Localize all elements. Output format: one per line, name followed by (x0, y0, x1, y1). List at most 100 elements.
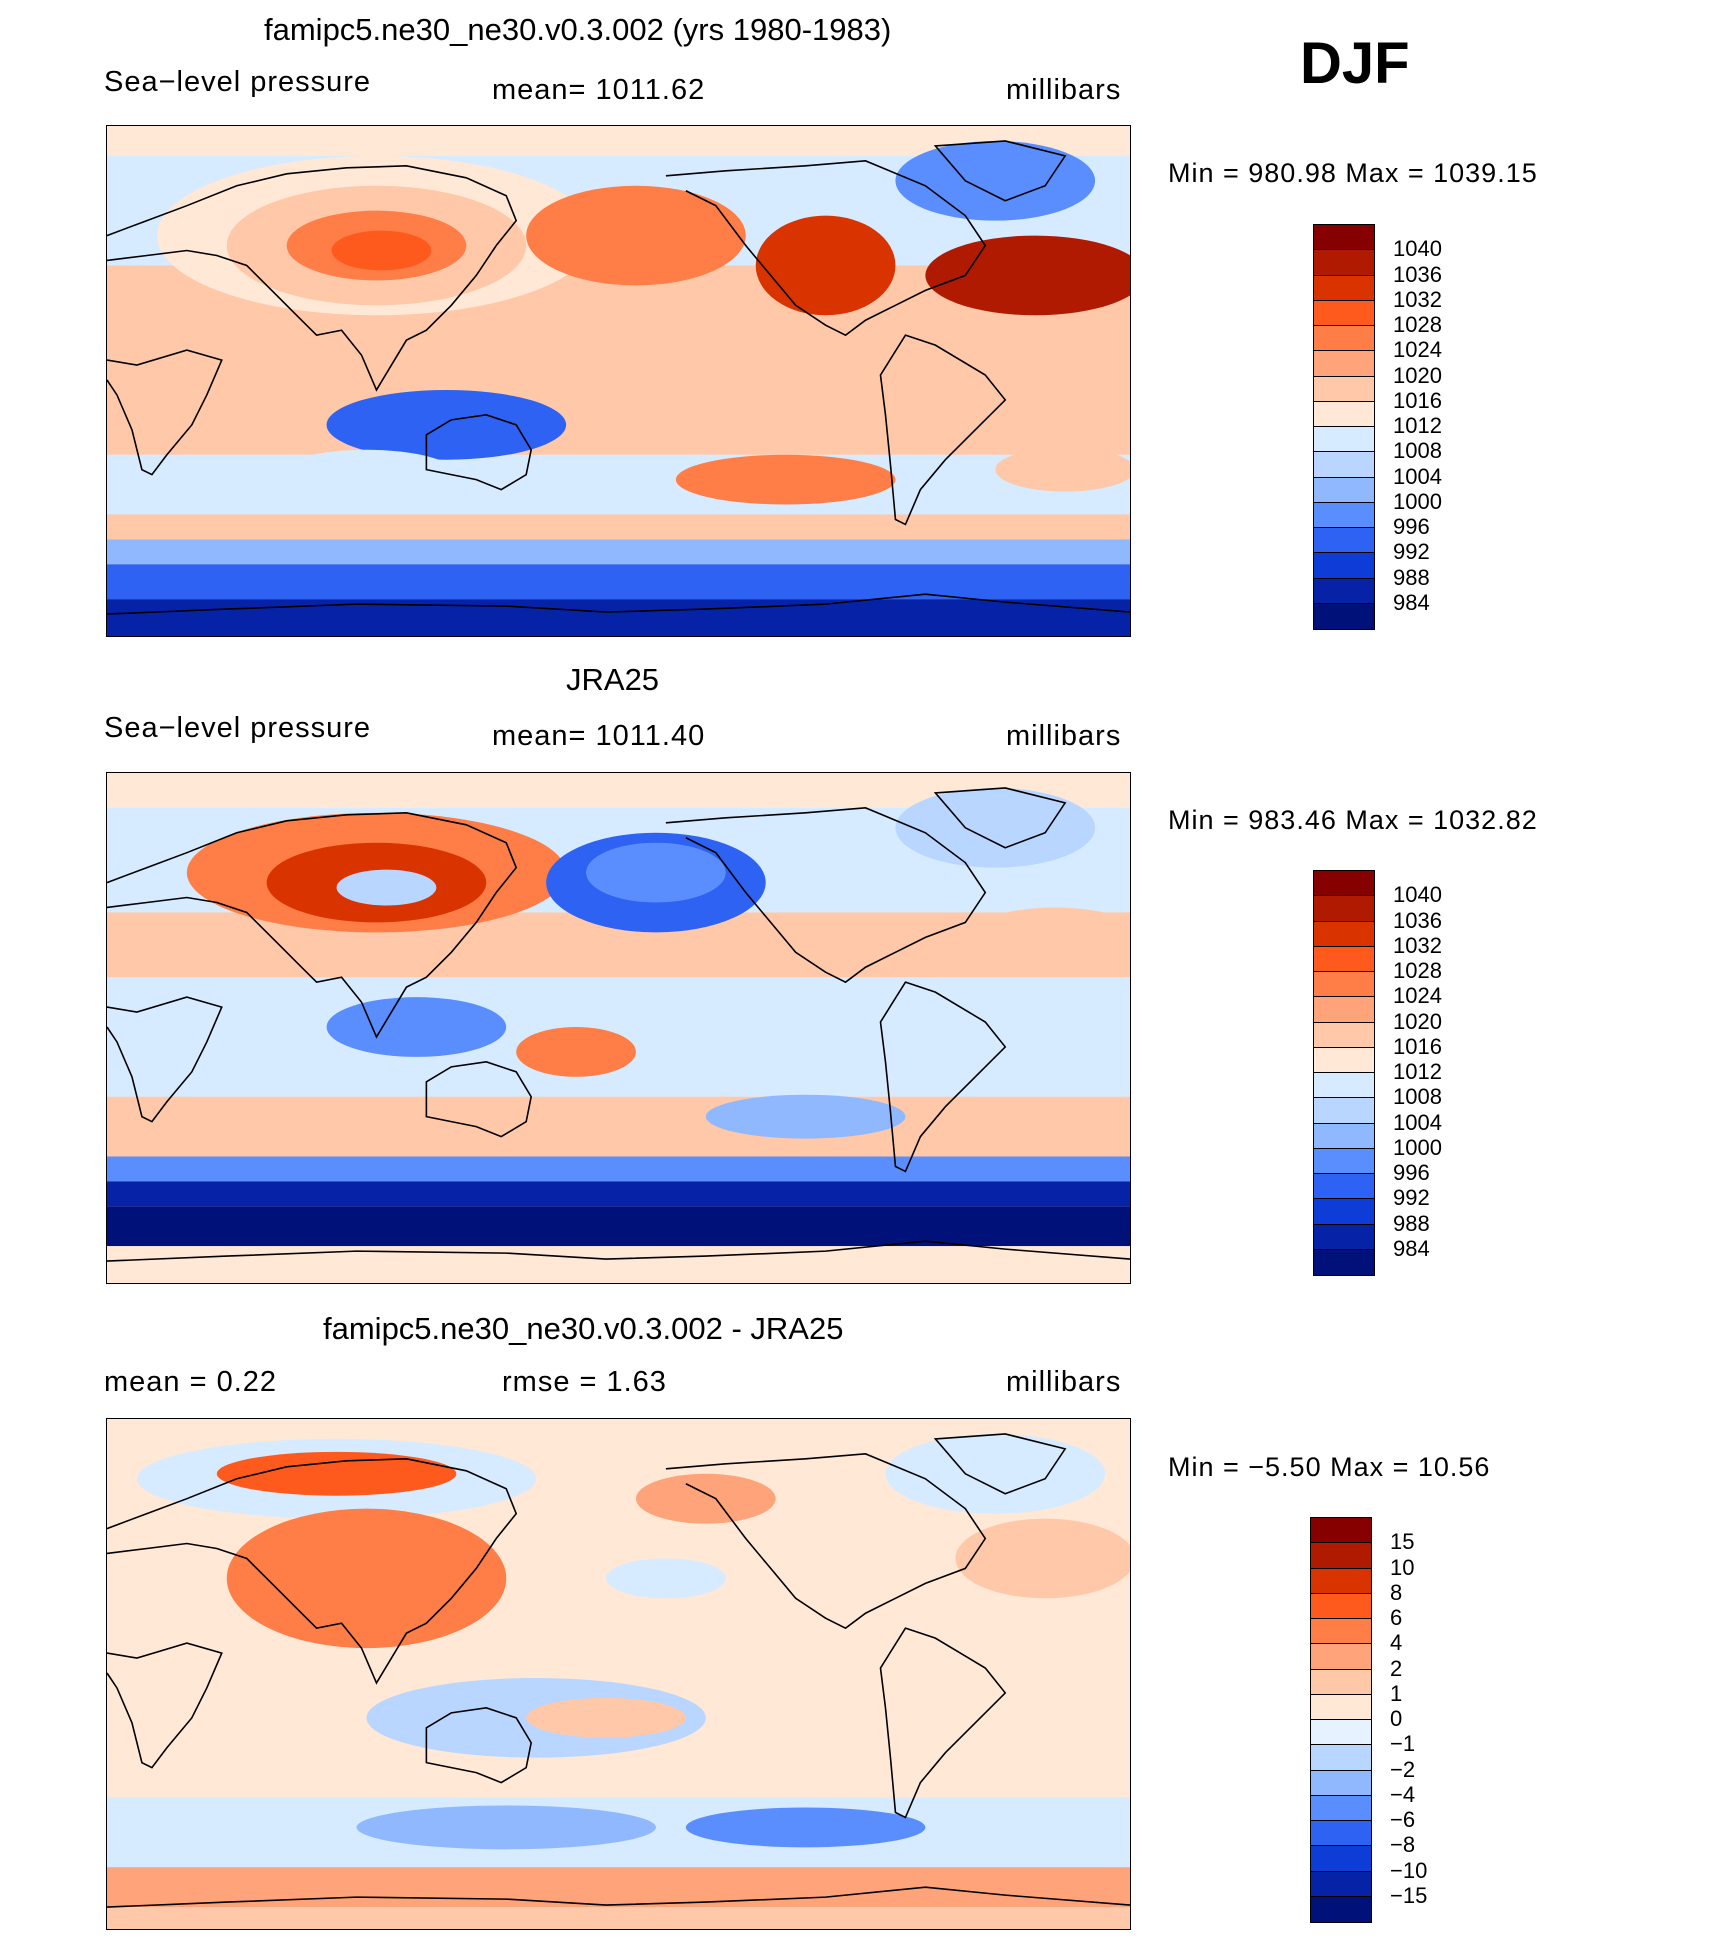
colorbar-label: −1 (1390, 1731, 1416, 1757)
colorbar-label: 992 (1393, 1185, 1430, 1211)
band-tropics (107, 355, 1130, 465)
colorbar-label: 10 (1390, 1554, 1415, 1580)
colorbar-swatch (1311, 1543, 1371, 1569)
south-indian-high (276, 1101, 437, 1142)
azores-high (925, 235, 1130, 316)
south-atlantic-high (995, 447, 1130, 492)
colorbar-label: 1028 (1393, 312, 1442, 337)
colorbar-swatch (1311, 1745, 1371, 1771)
panel3-contour-map (107, 1419, 1130, 1929)
colorbar-swatch (1311, 1770, 1371, 1796)
colorbar-swatch (1311, 1795, 1371, 1821)
colorbar-label: 1024 (1393, 337, 1442, 363)
colorbar-label: −6 (1390, 1807, 1416, 1832)
band-southern-gradient-1 (107, 514, 1130, 540)
colorbar-swatch (1314, 871, 1374, 897)
colorbar-swatch (1311, 1821, 1371, 1847)
coast-antarctica (107, 593, 1130, 615)
colorbar-label: 1020 (1393, 1008, 1442, 1034)
coast-australia (425, 1707, 533, 1784)
colorbar-swatch (1314, 1174, 1374, 1200)
colorbar-label: 984 (1393, 589, 1430, 615)
colorbar-label: 1036 (1393, 261, 1442, 287)
colorbar-swatch (1311, 1593, 1371, 1619)
colorbar-swatch (1314, 1022, 1374, 1048)
colorbar-swatch (1314, 502, 1374, 528)
colorbar-swatch (1314, 452, 1374, 478)
colorbar-label: −10 (1390, 1857, 1428, 1883)
colorbar-label: −8 (1390, 1832, 1416, 1858)
colorbar-label: 1040 (1393, 236, 1442, 262)
colorbar-label: 996 (1393, 514, 1430, 539)
pacific-negative-anomaly (606, 1558, 726, 1599)
colorbar-label: 988 (1393, 564, 1430, 590)
colorbar-swatch (1314, 603, 1374, 629)
alaska-positive-anomaly (635, 1473, 776, 1524)
aleutian-low-core (566, 200, 706, 261)
coast-eurasia (107, 812, 518, 1039)
panel1-variable-label: Sea−level pressure (104, 66, 372, 98)
coast-eurasia (107, 1458, 518, 1685)
colorbar-swatch (1314, 921, 1374, 947)
panel1-map (106, 125, 1131, 637)
panel2-mean-label: mean= 1011.40 (492, 720, 706, 752)
colorbar-label: 1 (1390, 1680, 1403, 1706)
panel3-units-label: millibars (1006, 1366, 1122, 1398)
panel3-colorbar (1310, 1517, 1372, 1923)
colorbar-label: 6 (1390, 1605, 1403, 1630)
panel2-contour-map (107, 773, 1130, 1283)
greenland-negative-anomaly (885, 1433, 1106, 1514)
colorbar-swatch (1314, 427, 1374, 453)
colorbar-swatch (1314, 300, 1374, 326)
siberian-high-peak (336, 869, 437, 906)
band-southern-gradient-2 (107, 1181, 1130, 1207)
southern-negative-core-1 (356, 1805, 656, 1850)
colorbar-label: 1012 (1393, 413, 1442, 438)
colorbar-label: 1008 (1393, 1084, 1442, 1110)
colorbar-label: 1020 (1393, 362, 1442, 388)
colorbar-swatch (1311, 1568, 1371, 1594)
colorbar-swatch (1314, 1249, 1374, 1275)
panel2-map (106, 772, 1131, 1284)
colorbar-label: 992 (1393, 539, 1430, 565)
colorbar-swatch (1314, 1148, 1374, 1174)
band-circumpolar-trough (107, 1206, 1130, 1247)
panel2-colorbar (1313, 870, 1375, 1276)
coast-north-america (665, 160, 987, 337)
colorbar-label: −4 (1390, 1781, 1416, 1807)
panel3-minmax: Min = −5.50 Max = 10.56 (1168, 1452, 1491, 1482)
colorbar-swatch (1314, 1073, 1374, 1099)
colorbar-swatch (1314, 326, 1374, 352)
colorbar-swatch (1314, 1047, 1374, 1073)
coast-greenland (933, 787, 1067, 849)
azores-high (975, 907, 1130, 958)
coast-north-america (665, 1453, 987, 1630)
colorbar-swatch (1311, 1694, 1371, 1720)
colorbar-label: 1032 (1393, 286, 1442, 312)
colorbar-swatch (1314, 225, 1374, 251)
panel2-units-label: millibars (1006, 720, 1122, 752)
band-antarctic-positive (107, 1907, 1130, 1929)
colorbar-swatch (1311, 1669, 1371, 1695)
panel1-colorbar (1313, 224, 1375, 630)
coast-eurasia (107, 165, 518, 392)
colorbar-label: 8 (1390, 1579, 1403, 1605)
panel3-map (106, 1418, 1131, 1930)
colorbar-label: 1004 (1393, 1109, 1442, 1135)
southern-negative-core-2 (685, 1807, 926, 1848)
colorbar-swatch (1314, 553, 1374, 579)
colorbar-label: 1024 (1393, 983, 1442, 1009)
colorbar-label: 1008 (1393, 438, 1442, 464)
colorbar-label: 4 (1390, 1630, 1403, 1656)
coast-antarctica (107, 1886, 1130, 1908)
colorbar-swatch (1311, 1619, 1371, 1645)
colorbar-swatch (1311, 1896, 1371, 1922)
panel2-variable-label: Sea−level pressure (104, 712, 372, 744)
colorbar-swatch (1314, 275, 1374, 301)
colorbar-swatch (1311, 1720, 1371, 1746)
colorbar-label: 1040 (1393, 882, 1442, 908)
coastlines (107, 1433, 1130, 1908)
band-subtropics-south (107, 454, 1130, 515)
coast-south-america (879, 981, 1007, 1173)
band-antarctic (107, 599, 1130, 636)
